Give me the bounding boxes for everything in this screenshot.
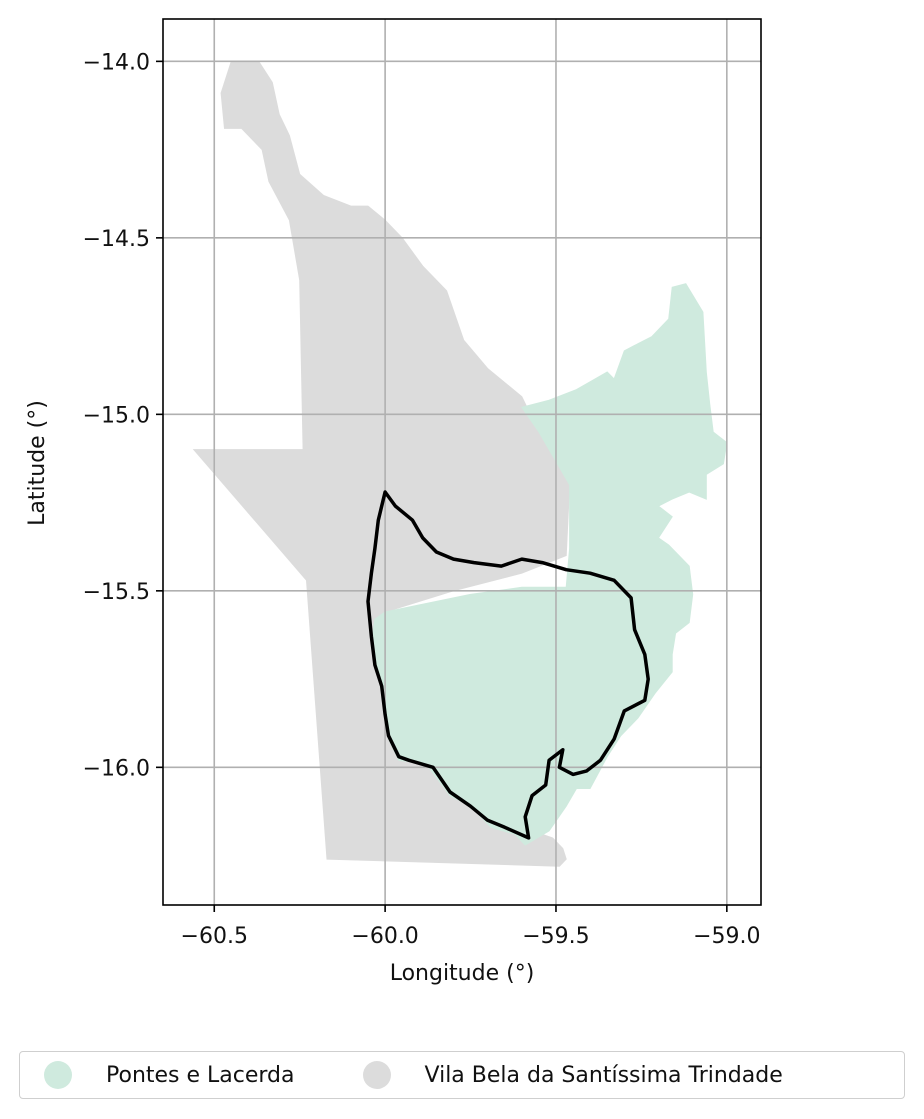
x-tick-label-1: −60.0: [351, 924, 418, 949]
legend-marker-vila-bela: [362, 1061, 391, 1089]
y-tick-label-4: −16.0: [83, 756, 150, 781]
grid: [163, 19, 761, 905]
y-tick-label-1: −14.5: [83, 227, 150, 252]
study-area-outline: [366, 490, 650, 840]
y-tick-label-0: −14.0: [83, 50, 150, 75]
axes-frame: [162, 18, 762, 906]
ticks: −60.5 −60.0 −59.5 −59.0 −14.0 −14.5 −15.0 −15.5…: [83, 50, 761, 949]
x-axis-title: Longitude (°): [390, 961, 535, 986]
y-tick-label-2: −15.0: [83, 403, 150, 428]
x-tick-label-0: −60.5: [181, 924, 248, 949]
legend: Pontes e Lacerda Vila Bela da Santíssima…: [19, 1051, 905, 1099]
outline-layer: [366, 490, 650, 840]
legend-label-pontes-e-lacerda: Pontes e Lacerda: [106, 1062, 295, 1088]
legend-item-vila-bela: Vila Bela da Santíssima Trindade: [362, 1052, 783, 1098]
axes-border: [162, 18, 762, 906]
legend-label-vila-bela: Vila Bela da Santíssima Trindade: [424, 1062, 783, 1088]
y-tick-label-3: −15.5: [83, 580, 150, 605]
x-tick-label-2: −59.5: [522, 924, 589, 949]
legend-item-pontes-e-lacerda: Pontes e Lacerda: [44, 1052, 295, 1098]
legend-marker-pontes-e-lacerda: [44, 1061, 72, 1089]
y-axis-title: Latitude (°): [25, 400, 50, 526]
x-tick-label-3: −59.0: [693, 924, 760, 949]
